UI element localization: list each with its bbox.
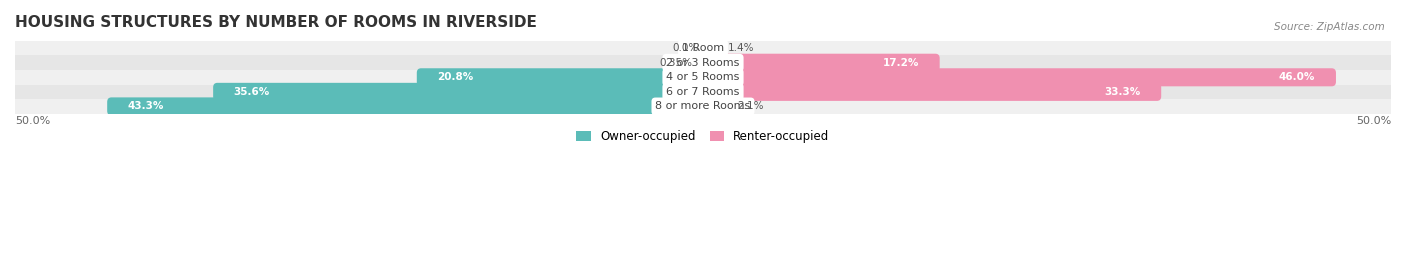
FancyBboxPatch shape bbox=[214, 83, 703, 101]
Bar bbox=[15, 84, 1391, 99]
Text: 33.3%: 33.3% bbox=[1104, 87, 1140, 97]
Text: Source: ZipAtlas.com: Source: ZipAtlas.com bbox=[1274, 22, 1385, 31]
Text: 20.8%: 20.8% bbox=[437, 72, 474, 82]
Text: 0.35%: 0.35% bbox=[659, 58, 693, 68]
Text: 2.1%: 2.1% bbox=[737, 101, 763, 111]
Text: 17.2%: 17.2% bbox=[883, 58, 920, 68]
FancyBboxPatch shape bbox=[699, 56, 703, 70]
FancyBboxPatch shape bbox=[703, 39, 723, 57]
Text: 0.0%: 0.0% bbox=[672, 43, 699, 53]
Text: 8 or more Rooms: 8 or more Rooms bbox=[655, 101, 751, 111]
FancyBboxPatch shape bbox=[416, 68, 703, 86]
FancyBboxPatch shape bbox=[703, 68, 1336, 86]
Text: 1 Room: 1 Room bbox=[682, 43, 724, 53]
Text: 35.6%: 35.6% bbox=[233, 87, 270, 97]
Text: HOUSING STRUCTURES BY NUMBER OF ROOMS IN RIVERSIDE: HOUSING STRUCTURES BY NUMBER OF ROOMS IN… bbox=[15, 15, 537, 30]
FancyBboxPatch shape bbox=[107, 97, 703, 115]
Text: 50.0%: 50.0% bbox=[15, 116, 51, 126]
Bar bbox=[15, 70, 1391, 84]
Legend: Owner-occupied, Renter-occupied: Owner-occupied, Renter-occupied bbox=[572, 125, 834, 148]
Bar bbox=[15, 41, 1391, 55]
FancyBboxPatch shape bbox=[703, 83, 1161, 101]
Text: 43.3%: 43.3% bbox=[128, 101, 165, 111]
FancyBboxPatch shape bbox=[703, 54, 939, 72]
FancyBboxPatch shape bbox=[703, 97, 733, 115]
Bar bbox=[15, 55, 1391, 70]
Text: 6 or 7 Rooms: 6 or 7 Rooms bbox=[666, 87, 740, 97]
Text: 50.0%: 50.0% bbox=[1355, 116, 1391, 126]
Text: 2 or 3 Rooms: 2 or 3 Rooms bbox=[666, 58, 740, 68]
Bar bbox=[15, 99, 1391, 114]
Text: 4 or 5 Rooms: 4 or 5 Rooms bbox=[666, 72, 740, 82]
Text: 1.4%: 1.4% bbox=[728, 43, 754, 53]
Text: 46.0%: 46.0% bbox=[1279, 72, 1316, 82]
